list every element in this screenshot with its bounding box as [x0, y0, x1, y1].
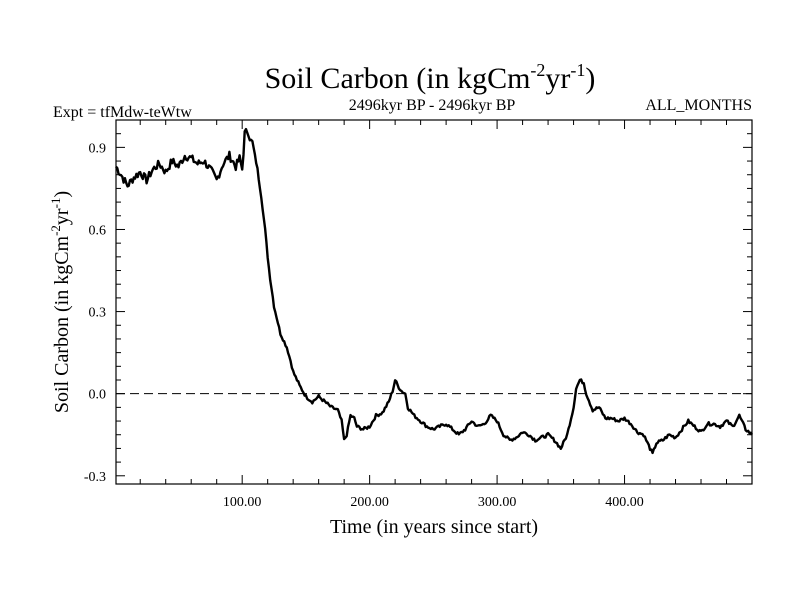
period-label: 2496kyr BP - 2496kyr BP: [349, 97, 516, 114]
axis-ticks: [116, 120, 752, 484]
x-tick-label: 400.00: [605, 495, 644, 510]
plot-frame: [115, 119, 753, 485]
y-axis-label: Soil Carbon (in kgCm-2yr-1): [48, 191, 73, 413]
experiment-label: Expt = tfMdw-teWtw: [53, 104, 192, 121]
x-tick-label: 100.00: [223, 495, 262, 510]
x-axis-label: Time (in years since start): [330, 516, 538, 538]
season-label: ALL_MONTHS: [645, 97, 752, 114]
chart-title: Soil Carbon (in kgCm-2yr-1): [265, 60, 596, 95]
y-tick-label: 0.0: [89, 388, 107, 403]
y-tick-label: 0.6: [89, 223, 107, 238]
x-tick-label: 200.00: [350, 495, 389, 510]
y-tick-label: -0.3: [84, 470, 106, 485]
axis-tick-labels: 100.00 200.00 300.00 400.00 0.9 0.6 0.3 0.0 -0.3: [84, 141, 644, 510]
y-tick-label: 0.9: [89, 141, 107, 156]
x-tick-label: 300.00: [478, 495, 517, 510]
soil-carbon-series-line: [115, 127, 754, 455]
y-tick-label: 0.3: [89, 306, 107, 321]
